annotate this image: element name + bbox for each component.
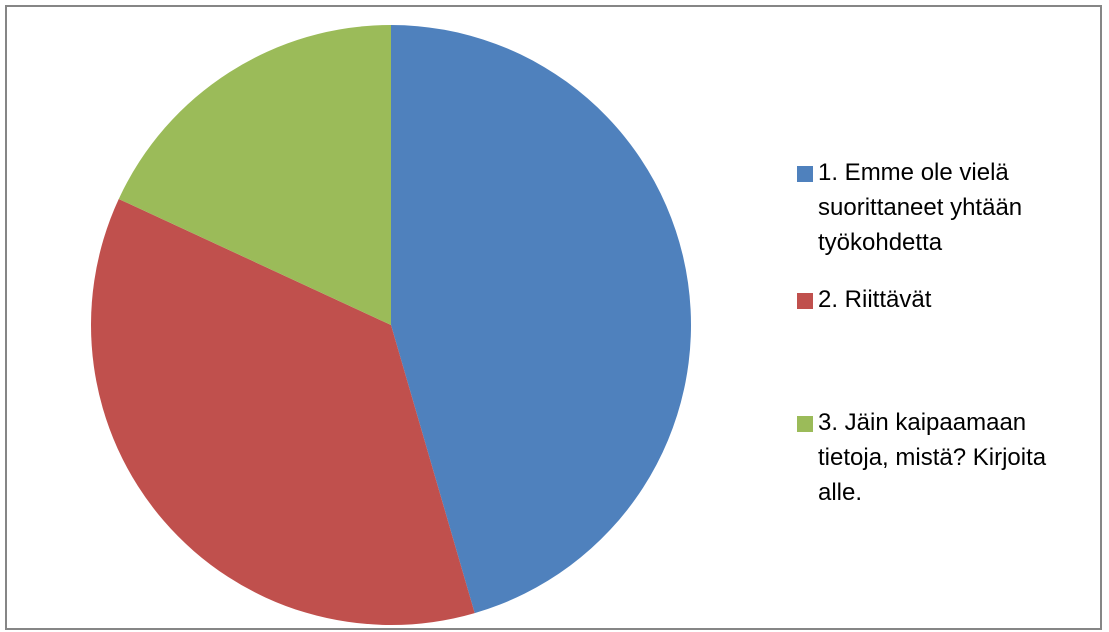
legend-item-3: 3. Jäin kaipaamaan tietoja, mistä? Kirjo… xyxy=(797,405,1107,510)
pie-chart xyxy=(90,25,692,625)
legend-swatch-3 xyxy=(797,416,813,432)
legend-swatch-2 xyxy=(797,293,813,309)
pie-slice-2 xyxy=(90,198,475,625)
legend-label-3: 3. Jäin kaipaamaan tietoja, mistä? Kirjo… xyxy=(818,409,1047,506)
pie-slice-3 xyxy=(118,25,391,325)
pie-slice-1 xyxy=(391,25,692,614)
legend-label-1: 1. Emme ole vielä suorittaneet yhtään ty… xyxy=(818,159,1023,256)
legend-swatch-1 xyxy=(797,166,813,182)
chart-frame: 1. Emme ole vielä suorittaneet yhtään ty… xyxy=(5,5,1102,630)
legend-item-2: 2. Riittävät xyxy=(797,282,1107,317)
legend-label-2: 2. Riittävät xyxy=(818,286,932,313)
legend-item-1: 1. Emme ole vielä suorittaneet yhtään ty… xyxy=(797,155,1107,260)
